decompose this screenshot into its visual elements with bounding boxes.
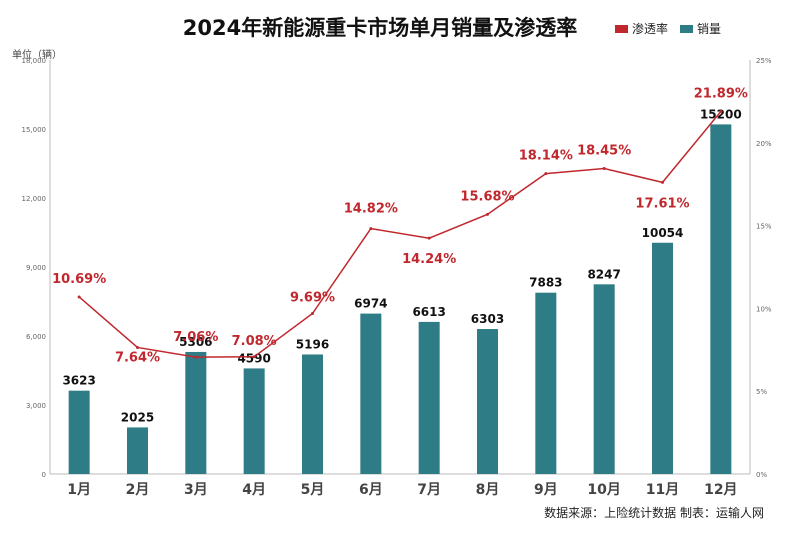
bar-value-label: 6303 — [471, 312, 504, 326]
y-left-tick-label: 15,000 — [22, 126, 47, 134]
line-value-label: 7.08% — [232, 334, 277, 349]
x-tick-label: 4月 — [242, 482, 266, 498]
legend-item-penetration: 渗透率 — [615, 20, 668, 37]
legend-swatch-penetration — [615, 24, 628, 33]
x-tick-label: 1月 — [67, 482, 91, 498]
line-value-label: 17.61% — [635, 196, 689, 211]
line-point — [427, 236, 431, 240]
bar — [710, 124, 732, 475]
line-point — [369, 227, 373, 231]
y-left-tick-label: 9,000 — [26, 264, 46, 272]
line-value-label: 14.82% — [344, 202, 398, 217]
bar — [477, 329, 498, 474]
line-value-label: 7.06% — [173, 330, 218, 345]
y-right-tick-label: 10% — [756, 305, 772, 313]
x-tick-label: 10月 — [587, 482, 620, 498]
line-point — [719, 110, 723, 114]
line-value-label: 7.64% — [115, 350, 160, 365]
y-right-tick-label: 20% — [756, 140, 772, 148]
bar — [127, 427, 148, 474]
bar-value-label: 3623 — [62, 374, 95, 388]
line-point — [136, 345, 139, 349]
x-tick-label: 2月 — [126, 482, 150, 498]
legend-item-sales: 销量 — [680, 20, 721, 37]
x-tick-label: 8月 — [476, 482, 500, 498]
x-tick-label: 3月 — [184, 482, 208, 498]
line-point — [77, 295, 81, 299]
x-tick-label: 6月 — [359, 482, 383, 498]
legend: 渗透率 销量 — [615, 20, 733, 37]
source-note: 数据来源：上险统计数据 制表：运输人网 — [544, 506, 764, 520]
bar-value-label: 10054 — [642, 226, 684, 240]
line-point — [486, 212, 489, 216]
x-tick-label: 11月 — [646, 482, 679, 498]
y-right-tick-label: 15% — [756, 223, 772, 231]
line-point — [602, 166, 606, 170]
x-tick-label: 5月 — [301, 482, 325, 498]
line-value-label: 15.68% — [460, 189, 514, 204]
bar — [68, 390, 90, 474]
y-left-tick-label: 3,000 — [26, 402, 46, 410]
line-value-label: 18.14% — [519, 149, 573, 164]
bar — [360, 313, 382, 474]
bar-value-label: 6613 — [412, 305, 445, 319]
x-tick-label: 12月 — [704, 482, 737, 498]
bar-value-label: 5196 — [296, 337, 329, 351]
bar — [418, 321, 440, 474]
line-value-label: 21.89% — [694, 87, 748, 102]
bar — [243, 368, 265, 474]
y-left-tick-label: 18,000 — [22, 57, 47, 65]
y-right-tick-label: 0% — [756, 471, 767, 479]
bar — [185, 351, 207, 474]
line-value-label: 9.69% — [290, 291, 335, 306]
line-value-label: 18.45% — [577, 143, 631, 158]
x-tick-label: 7月 — [417, 482, 441, 498]
line-value-label: 14.24% — [402, 252, 456, 267]
bar-value-label: 5306 — [179, 335, 212, 349]
series-line-penetration — [78, 111, 722, 358]
bar-value-label: 2025 — [121, 410, 154, 424]
line-point — [252, 355, 256, 359]
y-left-tick-label: 12,000 — [22, 195, 47, 203]
bar — [593, 284, 615, 474]
y-axis-unit-label: 单位（辆） — [12, 50, 62, 61]
bar-value-label: 4590 — [237, 351, 270, 365]
y-left-tick-label: 6,000 — [26, 333, 46, 341]
bar-value-label: 15200 — [700, 107, 742, 121]
y-right-tick-label: 5% — [756, 388, 767, 396]
line-point — [661, 180, 664, 184]
bar — [535, 292, 557, 474]
bar-value-label: 6974 — [354, 297, 387, 311]
bar-value-label: 8247 — [587, 267, 620, 281]
y-right-tick-label: 25% — [756, 57, 772, 65]
legend-swatch-sales — [680, 24, 694, 33]
line-point — [194, 355, 198, 359]
legend-label-sales: 销量 — [697, 22, 722, 36]
bar-value-label: 7883 — [529, 276, 562, 290]
line-point — [544, 172, 548, 176]
bar — [652, 242, 673, 474]
bar — [302, 354, 323, 474]
line-value-label: 10.69% — [52, 272, 106, 287]
y-left-tick-label: 0 — [42, 471, 46, 479]
line-point — [311, 312, 314, 316]
chart-title: 2024年新能源重卡市场单月销量及渗透率 — [182, 16, 578, 40]
x-tick-label: 9月 — [534, 482, 558, 498]
legend-label-penetration: 渗透率 — [632, 22, 669, 36]
